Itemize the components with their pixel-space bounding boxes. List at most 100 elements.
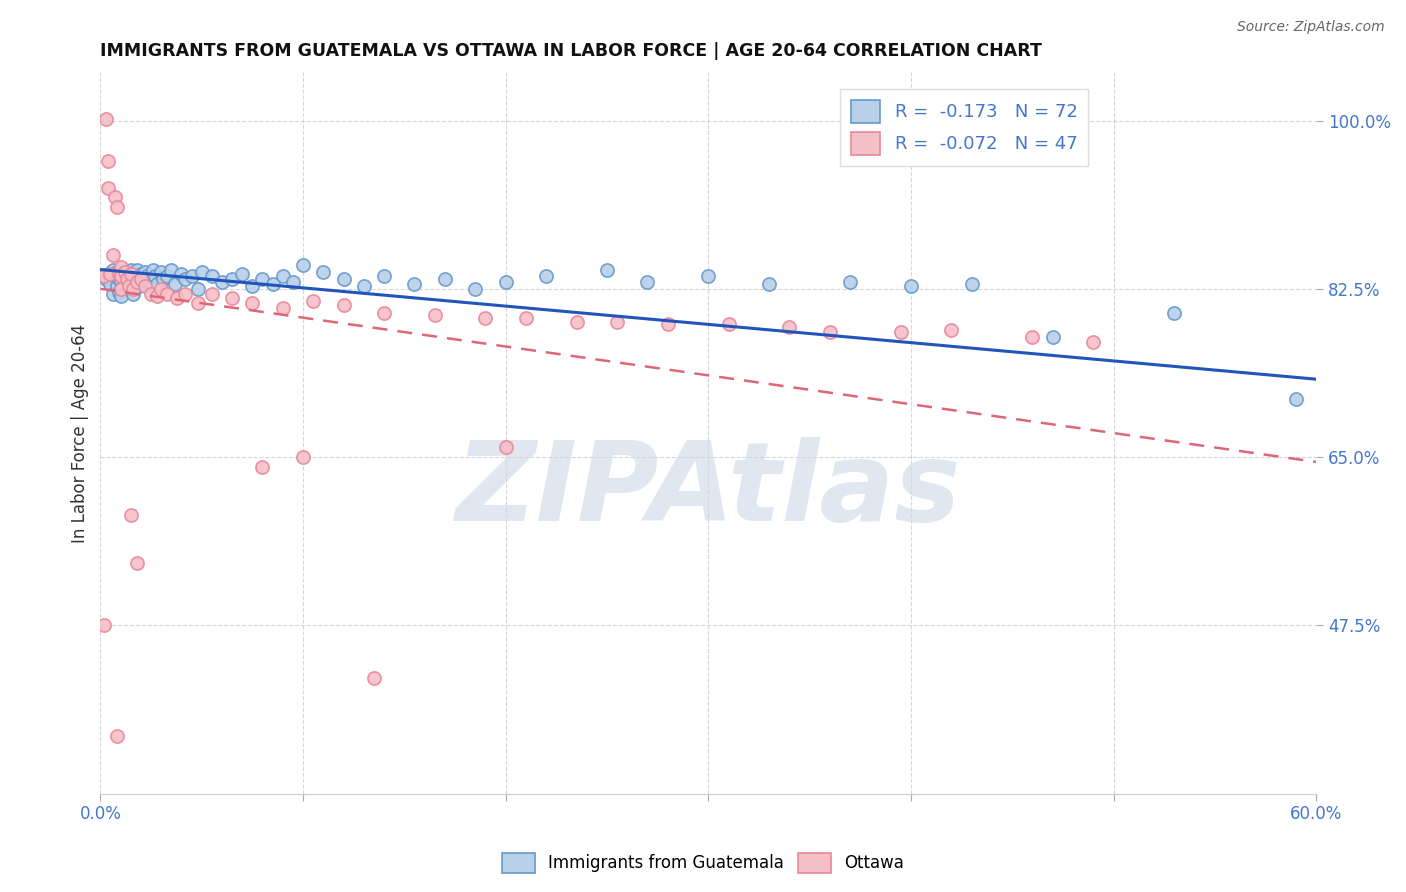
Point: [353, 279, 375, 293]
Point: [120, 269, 142, 284]
Point: [150, 265, 173, 279]
Point: [93, 618, 115, 632]
Point: [124, 269, 146, 284]
Text: IMMIGRANTS FROM GUATEMALA VS OTTAWA IN LABOR FORCE | AGE 20-64 CORRELATION CHART: IMMIGRANTS FROM GUATEMALA VS OTTAWA IN L…: [100, 42, 1042, 60]
Point: [778, 320, 800, 334]
Point: [118, 279, 141, 293]
Point: [118, 277, 141, 291]
Point: [291, 450, 314, 464]
Point: [143, 269, 166, 284]
Point: [637, 275, 659, 289]
Point: [110, 274, 132, 288]
Point: [818, 325, 841, 339]
Point: [121, 286, 143, 301]
Point: [166, 292, 188, 306]
Point: [139, 275, 162, 289]
Point: [134, 265, 156, 279]
Text: ZIPAtlas: ZIPAtlas: [456, 437, 962, 544]
Point: [120, 262, 142, 277]
Point: [110, 288, 132, 302]
Point: [105, 200, 128, 214]
Point: [150, 282, 173, 296]
Point: [105, 265, 128, 279]
Point: [252, 459, 274, 474]
Point: [271, 269, 294, 284]
Point: [565, 316, 588, 330]
Point: [142, 262, 165, 277]
Point: [125, 556, 148, 570]
Point: [96, 112, 118, 126]
Point: [187, 282, 209, 296]
Legend: R =  -0.173   N = 72, R =  -0.072   N = 47: R = -0.173 N = 72, R = -0.072 N = 47: [841, 88, 1088, 166]
Point: [839, 275, 862, 289]
Point: [174, 286, 197, 301]
Point: [332, 272, 354, 286]
Point: [101, 262, 124, 277]
Point: [281, 275, 304, 289]
Point: [114, 265, 136, 279]
Point: [240, 296, 263, 310]
Point: [900, 279, 922, 293]
Point: [596, 262, 619, 277]
Point: [152, 272, 174, 286]
Point: [146, 288, 169, 302]
Point: [433, 272, 456, 286]
Point: [423, 308, 446, 322]
Point: [187, 296, 209, 310]
Point: [146, 277, 169, 291]
Point: [302, 294, 325, 309]
Point: [125, 262, 148, 277]
Point: [174, 272, 197, 286]
Point: [1042, 330, 1064, 344]
Point: [312, 265, 335, 279]
Point: [363, 671, 385, 685]
Point: [1285, 392, 1308, 407]
Point: [114, 265, 136, 279]
Point: [211, 275, 233, 289]
Point: [606, 316, 628, 330]
Point: [160, 262, 183, 277]
Point: [1021, 330, 1043, 344]
Point: [170, 268, 193, 282]
Point: [1083, 334, 1105, 349]
Point: [129, 272, 152, 286]
Point: [110, 268, 132, 282]
Point: [373, 306, 395, 320]
Point: [105, 729, 128, 743]
Point: [960, 277, 983, 291]
Point: [110, 269, 132, 284]
Point: [128, 279, 150, 293]
Point: [132, 272, 155, 286]
Point: [107, 272, 129, 286]
Point: [105, 279, 128, 293]
Point: [115, 272, 138, 286]
Point: [156, 286, 179, 301]
Point: [262, 277, 284, 291]
Point: [107, 285, 129, 299]
Point: [136, 269, 159, 284]
Point: [252, 272, 274, 286]
Point: [125, 275, 148, 289]
Point: [890, 325, 912, 339]
Point: [291, 258, 314, 272]
Point: [103, 269, 125, 284]
Point: [103, 190, 125, 204]
Point: [657, 318, 679, 332]
Point: [129, 268, 152, 282]
Point: [93, 269, 115, 284]
Point: [97, 153, 120, 168]
Point: [404, 277, 426, 291]
Point: [96, 272, 118, 286]
Point: [1163, 306, 1185, 320]
Point: [110, 282, 132, 296]
Point: [180, 269, 202, 284]
Point: [134, 279, 156, 293]
Point: [101, 248, 124, 262]
Point: [240, 279, 263, 293]
Point: [115, 271, 138, 285]
Point: [515, 310, 537, 325]
Point: [101, 286, 124, 301]
Legend: Immigrants from Guatemala, Ottawa: Immigrants from Guatemala, Ottawa: [495, 847, 911, 880]
Point: [332, 298, 354, 312]
Point: [97, 181, 120, 195]
